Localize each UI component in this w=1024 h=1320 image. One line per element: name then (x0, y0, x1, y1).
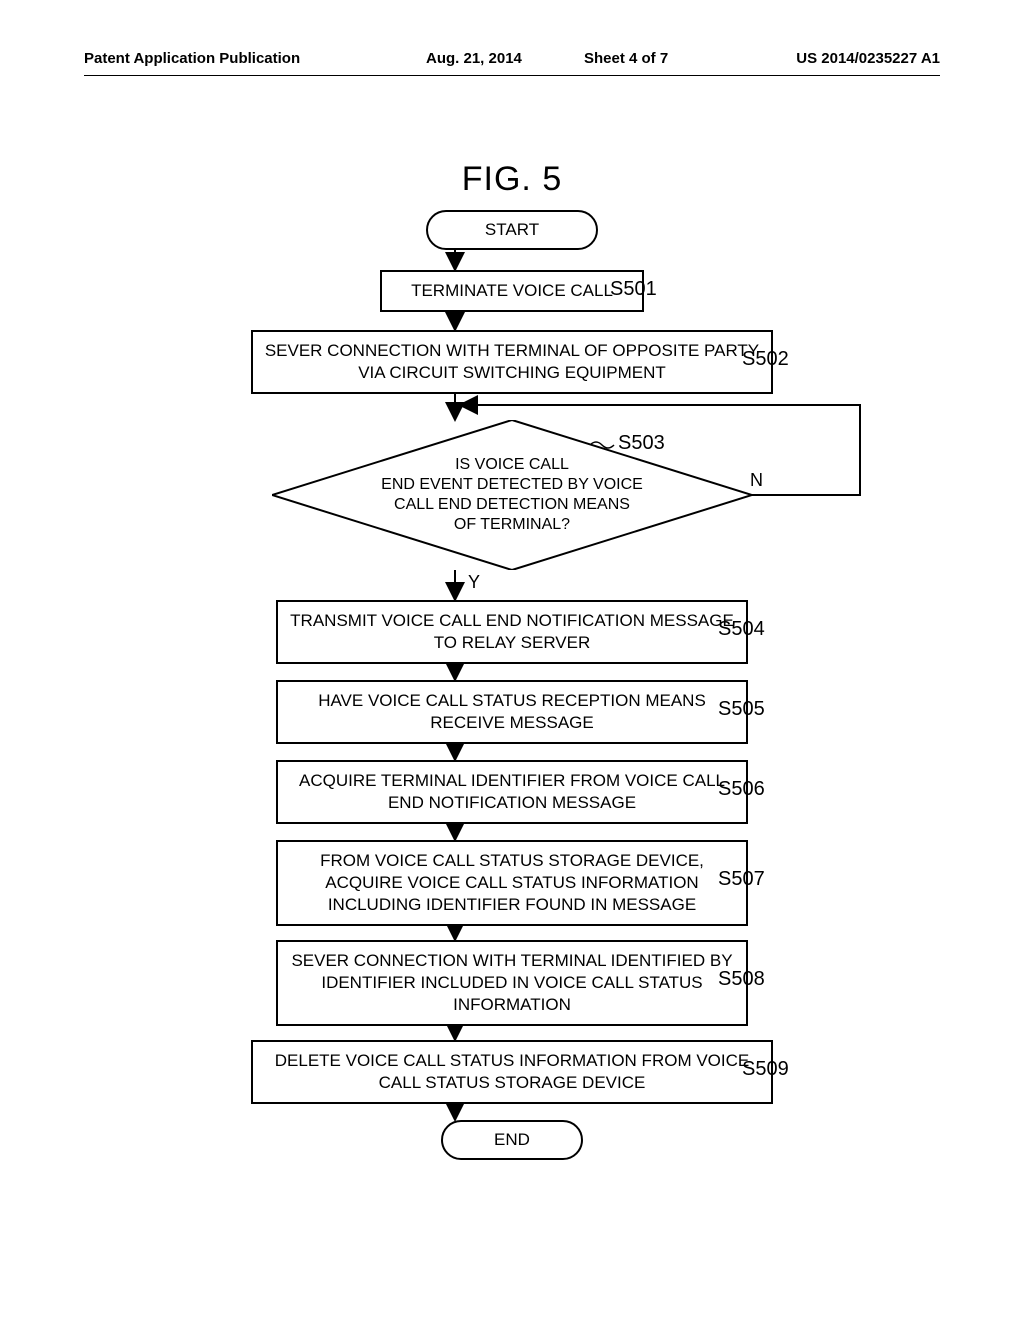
terminator-start: START (426, 210, 598, 250)
figure-title: FIG. 5 (0, 160, 1024, 199)
header-sheet: Sheet 4 of 7 (584, 50, 668, 67)
label-s509: S509 (742, 1058, 789, 1081)
label-s506: S506 (718, 778, 765, 801)
label-s502: S502 (742, 348, 789, 371)
label-s503: S503 (618, 432, 665, 455)
step-s505: HAVE VOICE CALL STATUS RECEPTION MEANS R… (276, 680, 748, 744)
label-s505: S505 (718, 698, 765, 721)
terminator-end: END (441, 1120, 583, 1160)
decision-text: IS VOICE CALL END EVENT DETECTED BY VOIC… (272, 420, 752, 570)
step-s506: ACQUIRE TERMINAL IDENTIFIER FROM VOICE C… (276, 760, 748, 824)
header-docno: US 2014/0235227 A1 (796, 50, 940, 67)
header-date: Aug. 21, 2014 (426, 50, 522, 67)
header-publication: Patent Application Publication (84, 50, 300, 67)
step-s509: DELETE VOICE CALL STATUS INFORMATION FRO… (251, 1040, 773, 1104)
step-s504: TRANSMIT VOICE CALL END NOTIFICATION MES… (276, 600, 748, 664)
step-s502: SEVER CONNECTION WITH TERMINAL OF OPPOSI… (251, 330, 773, 394)
label-s507: S507 (718, 868, 765, 891)
decision-s503: IS VOICE CALL END EVENT DETECTED BY VOIC… (272, 420, 752, 570)
step-s507: FROM VOICE CALL STATUS STORAGE DEVICE, A… (276, 840, 748, 926)
label-s501: S501 (610, 278, 657, 301)
step-s508: SEVER CONNECTION WITH TERMINAL IDENTIFIE… (276, 940, 748, 1026)
branch-n: N (750, 470, 763, 491)
label-s508: S508 (718, 968, 765, 991)
page: Patent Application Publication Aug. 21, … (0, 0, 1024, 1320)
header-rule (84, 75, 940, 76)
header: Patent Application Publication Aug. 21, … (84, 50, 940, 67)
label-s504: S504 (718, 618, 765, 641)
step-s501: TERMINATE VOICE CALL (380, 270, 644, 312)
branch-y: Y (468, 572, 480, 593)
